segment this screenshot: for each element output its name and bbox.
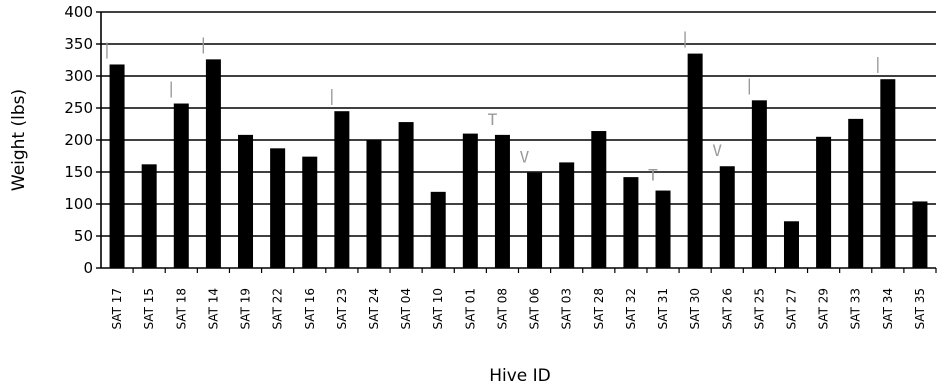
x-tick-label: SAT 22: [271, 288, 285, 330]
bar: [270, 148, 286, 268]
bar: [302, 156, 318, 268]
bar: [591, 131, 607, 268]
y-tick-label: 400: [64, 3, 93, 21]
bar-annotation: |: [327, 86, 337, 105]
bar: [334, 111, 350, 268]
x-tick-label: SAT 31: [656, 288, 670, 330]
bar: [719, 166, 735, 268]
bar: [141, 164, 157, 268]
bar: [527, 172, 543, 268]
y-tick-label: 250: [64, 99, 93, 117]
bars: [109, 53, 928, 269]
x-tick-label: SAT 34: [881, 288, 895, 330]
bar: [559, 162, 575, 268]
x-tick-label: SAT 17: [110, 288, 124, 330]
bar-annotation: |: [680, 29, 690, 48]
bar: [109, 64, 125, 268]
x-tick-label: SAT 28: [592, 288, 606, 330]
bar: [366, 140, 382, 268]
x-tick-label: SAT 25: [752, 288, 766, 330]
x-tick-label: SAT 08: [495, 288, 509, 330]
bar: [655, 190, 671, 268]
bar-annotations: | | | | T V T | V | |: [102, 29, 882, 185]
bar: [848, 118, 864, 268]
bar: [494, 134, 510, 268]
x-tick-label: SAT 23: [335, 288, 349, 330]
bar-annotation: |: [166, 79, 176, 98]
x-tick-label: SAT 29: [817, 288, 831, 330]
bar: [687, 53, 703, 268]
x-tick-label: SAT 10: [431, 288, 445, 330]
bar-annotation: |: [873, 54, 883, 73]
bar-annotation: T: [488, 110, 498, 129]
bar: [783, 221, 799, 268]
x-tick-labels: SAT 17 SAT 15 SAT 18 SAT 14 SAT 19 SAT 22 SAT …: [110, 288, 927, 330]
x-tick-label: SAT 01: [463, 288, 477, 330]
y-tick-label: 300: [64, 67, 93, 85]
y-tick-labels: 0 50 100 150 200 250 300 350 400: [64, 3, 93, 277]
y-tick-label: 0: [83, 259, 93, 277]
x-axis-title: Hive ID: [489, 366, 551, 386]
bar: [912, 201, 928, 268]
bar: [398, 122, 414, 268]
y-tick-label: 350: [64, 35, 93, 53]
y-tick-label: 150: [64, 163, 93, 181]
bar-annotation: V: [520, 148, 530, 167]
y-axis-title: Weight (lbs): [9, 89, 29, 191]
x-tick-label: SAT 35: [913, 288, 927, 330]
x-tick-label: SAT 04: [399, 288, 413, 330]
x-tick-label: SAT 14: [206, 288, 220, 330]
x-tick-label: SAT 16: [303, 288, 317, 330]
bar-annotation: V: [712, 141, 722, 160]
y-tick-label: 200: [64, 131, 93, 149]
bar: [430, 191, 446, 268]
axes: [100, 12, 937, 273]
x-tick-label: SAT 24: [367, 288, 381, 330]
x-tick-label: SAT 27: [784, 288, 798, 330]
bar-annotation: |: [744, 75, 754, 94]
x-tick-label: SAT 03: [560, 288, 574, 330]
x-tick-label: SAT 33: [849, 288, 863, 330]
bar-annotation: |: [199, 34, 209, 53]
y-tick-label: 50: [74, 227, 93, 245]
bar: [623, 177, 639, 268]
bar: [751, 100, 767, 268]
bar: [816, 136, 832, 268]
bar: [205, 59, 221, 268]
gridlines: [96, 11, 936, 269]
bar: [238, 134, 254, 268]
bar: [173, 103, 189, 269]
x-tick-label: SAT 30: [688, 288, 702, 330]
x-tick-label: SAT 26: [720, 288, 734, 330]
x-tick-label: SAT 19: [239, 288, 253, 330]
bar: [462, 133, 478, 268]
y-tick-label: 100: [64, 195, 93, 213]
x-tick-label: SAT 06: [528, 288, 542, 330]
x-tick-label: SAT 15: [142, 288, 156, 330]
bar-annotation: T: [648, 166, 658, 185]
x-tick-label: SAT 32: [624, 288, 638, 330]
bar-annotation: |: [102, 39, 112, 58]
x-tick-label: SAT 18: [174, 288, 188, 330]
bar: [880, 79, 896, 268]
